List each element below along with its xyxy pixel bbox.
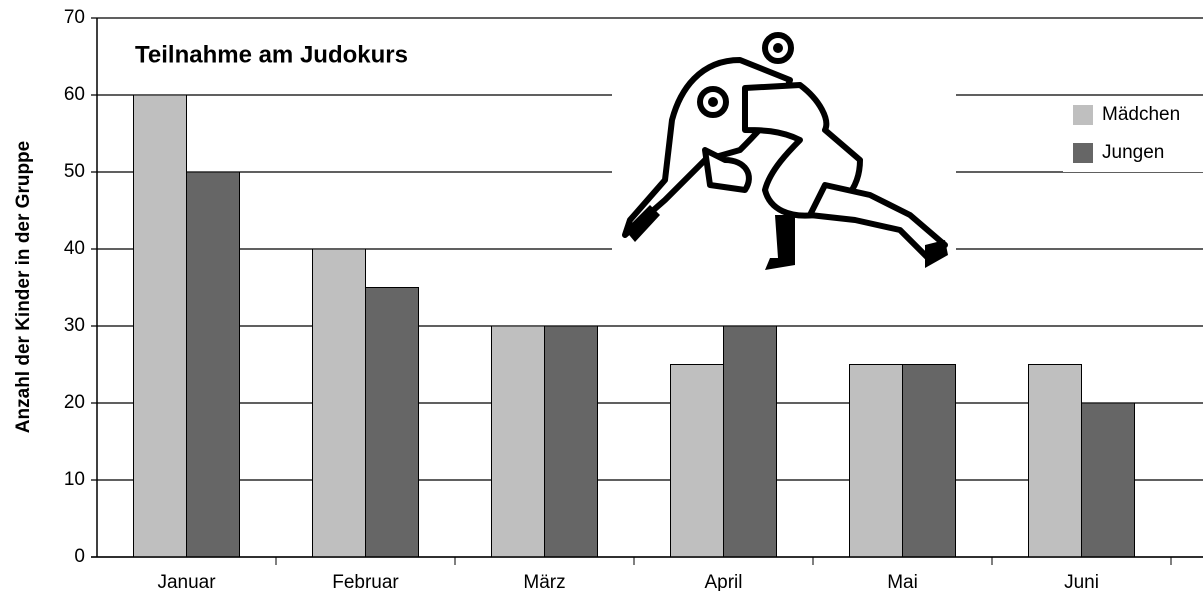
bar (545, 326, 598, 557)
bar (671, 365, 724, 558)
y-tick-label: 20 (64, 392, 85, 413)
bar (134, 95, 187, 557)
legend-label: Mädchen (1102, 104, 1180, 125)
chart-title: Teilnahme am Judokurs (135, 41, 408, 68)
legend-swatch (1073, 105, 1093, 125)
bar (903, 365, 956, 558)
y-tick-label: 10 (64, 469, 85, 490)
x-tick-label: Februar (332, 572, 399, 591)
bar (313, 249, 366, 557)
y-tick-label: 50 (64, 161, 85, 182)
bar (187, 172, 240, 557)
legend: Mädchen Jungen (1063, 96, 1203, 172)
y-tick-label: 60 (64, 84, 85, 105)
bar (1082, 403, 1135, 557)
y-axis-label: Anzahl der Kinder in der Gruppe (13, 141, 34, 433)
legend-swatch (1073, 143, 1093, 163)
x-tick-label: Januar (157, 572, 216, 591)
judo-illustration (612, 22, 956, 277)
bar (492, 326, 545, 557)
y-tick-label: 30 (64, 315, 85, 336)
x-tick-label: April (704, 572, 742, 591)
x-tick-label: März (523, 572, 565, 591)
x-tick-label: Mai (887, 572, 918, 591)
chart: Mädchen Jungen Teilnahme am Judokurs Anza… (0, 0, 1203, 591)
bar (366, 288, 419, 558)
bar (850, 365, 903, 558)
y-tick-label: 70 (64, 7, 85, 28)
x-tick-label: Juni (1064, 572, 1099, 591)
legend-label: Jungen (1102, 142, 1164, 163)
bar (724, 326, 777, 557)
bar (1029, 365, 1082, 558)
y-tick-label: 0 (74, 546, 85, 567)
y-tick-label: 40 (64, 238, 85, 259)
